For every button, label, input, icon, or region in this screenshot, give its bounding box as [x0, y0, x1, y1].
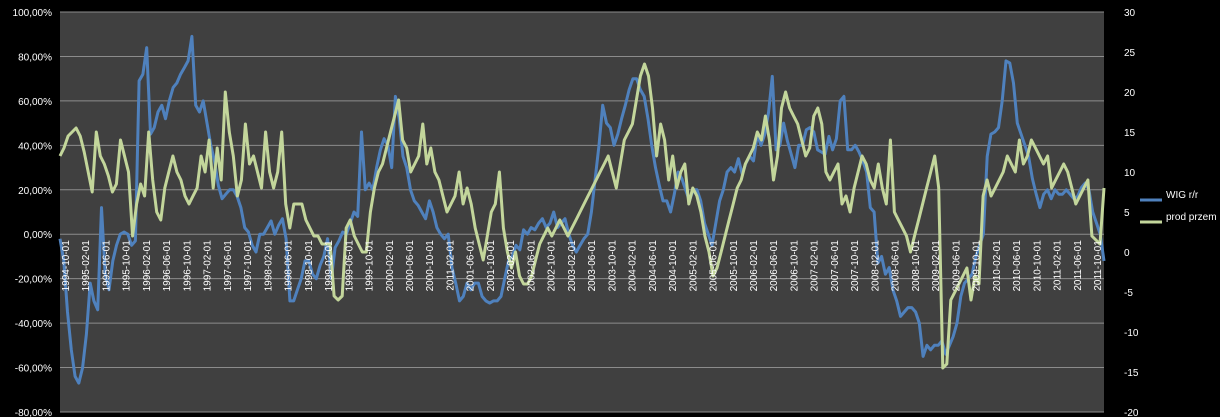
x-tick-label: 2010-10-01 [1032, 240, 1043, 292]
x-tick-label: 1995-06-01 [101, 240, 112, 292]
y-left-tick-label: 80,00% [18, 52, 52, 63]
x-tick-label: 2007-02-01 [810, 240, 821, 292]
x-tick-label: 2001-10-01 [486, 240, 497, 292]
y-right-tick-label: -10 [1124, 328, 1139, 339]
y-left-tick-label: -80,00% [15, 408, 52, 417]
x-tick-label: 2000-02-01 [385, 240, 396, 292]
y-left-tick-label: -20,00% [15, 275, 52, 286]
legend-label: WIG r/r [1166, 190, 1199, 201]
x-tick-label: 2002-02-01 [506, 240, 517, 292]
y-left-tick-label: 20,00% [18, 186, 52, 197]
x-tick-label: 1997-02-01 [203, 240, 214, 292]
x-tick-label: 2010-06-01 [1012, 240, 1023, 292]
series-layer [58, 34, 1106, 385]
x-tick-label: 2008-02-01 [870, 240, 881, 292]
y-left-tick-label: 60,00% [18, 97, 52, 108]
x-tick-label: 2005-06-01 [709, 240, 720, 292]
x-tick-label: 1995-10-01 [122, 240, 133, 292]
legend: WIG r/r prod przem [1140, 190, 1217, 224]
x-tick-label: 2005-10-01 [729, 240, 740, 292]
y-right-tick-label: 20 [1124, 88, 1136, 99]
x-tick-label: 2011-02-01 [1053, 240, 1064, 291]
y-left-tick-label: -60,00% [15, 364, 52, 375]
x-tick-label: 2007-06-01 [830, 240, 841, 292]
plot-area [60, 12, 1104, 412]
x-tick-label: 2004-02-01 [628, 240, 639, 292]
x-tick-label: 1998-06-01 [284, 240, 295, 292]
y-left-tick-label: 100,00% [13, 8, 53, 19]
x-tick-label: 2000-10-01 [425, 240, 436, 292]
x-tick-label: 2004-06-01 [648, 240, 659, 292]
x-tick-label: 2011-06-01 [1073, 240, 1084, 291]
series-line-prod [58, 62, 1106, 370]
x-tick-label: 2006-02-01 [749, 240, 760, 292]
x-tick-label: 2005-02-01 [688, 240, 699, 292]
x-tick-label: 2009-02-01 [931, 240, 942, 292]
x-tick-label: 2011-02-01 [445, 240, 456, 291]
x-tick-label: 2003-06-01 [587, 240, 598, 292]
x-tick-label: 1999-10-01 [365, 240, 376, 292]
x-axis: 1994-10-01 1995-02-01 1995-06-01 1995-10-01… [61, 240, 1104, 292]
x-tick-label: 2011-10-01 [1093, 240, 1104, 291]
x-tick-label: 2008-10-01 [911, 240, 922, 292]
x-tick-label: 2002-06-01 [526, 240, 537, 292]
y-right-tick-label: 5 [1124, 208, 1130, 219]
x-tick-label: 1997-06-01 [223, 240, 234, 292]
x-tick-label: 1995-02-01 [81, 240, 92, 292]
x-tick-label: 2010-02-01 [992, 240, 1003, 292]
x-tick-label: 2009-06-01 [951, 240, 962, 292]
x-tick-label: 2000-06-01 [405, 240, 416, 292]
x-tick-label: 1998-10-01 [304, 240, 315, 292]
x-tick-label: 2008-06-01 [891, 240, 902, 292]
x-tick-label: 2002-10-01 [547, 240, 558, 292]
x-tick-label: 2009-10-01 [972, 240, 983, 292]
x-tick-label: 1994-10-01 [61, 240, 72, 292]
y-right-tick-label: 30 [1124, 8, 1136, 19]
x-tick-label: 2001-06-01 [466, 240, 477, 292]
x-tick-label: 2007-10-01 [850, 240, 861, 292]
y-right-tick-label: -15 [1124, 368, 1139, 379]
x-tick-label: 2006-10-01 [789, 240, 800, 292]
y-right-tick-label: 0 [1124, 248, 1130, 259]
y-axis-left: -80,00% -60,00% -40,00% -20,00% 0,00% 20,00% 4… [13, 8, 53, 417]
x-tick-label: 1996-10-01 [182, 240, 193, 292]
y-right-tick-label: -5 [1124, 288, 1133, 299]
x-tick-label: 1996-06-01 [162, 240, 173, 292]
x-tick-label: 1998-02-01 [263, 240, 274, 292]
y-left-tick-label: 0,00% [24, 230, 52, 241]
x-tick-label: 2006-06-01 [769, 240, 780, 292]
y-right-tick-label: 15 [1124, 128, 1136, 139]
y-right-tick-label: 25 [1124, 48, 1136, 59]
y-right-tick-label: -20 [1124, 408, 1139, 417]
series-line-wig [58, 34, 1106, 385]
x-tick-label: 1996-02-01 [142, 240, 153, 292]
y-axis-right: -20 -15 -10 -5 0 5 10 15 20 25 30 [1124, 8, 1139, 417]
legend-label: prod przem [1166, 212, 1217, 223]
y-right-tick-label: 10 [1124, 168, 1136, 179]
x-tick-label: 1999-02-01 [324, 240, 335, 292]
x-tick-label: 2003-10-01 [607, 240, 618, 292]
x-tick-label: 1999-06-01 [344, 240, 355, 292]
y-left-tick-label: -40,00% [15, 319, 52, 330]
x-tick-label: 1997-10-01 [243, 240, 254, 292]
x-tick-label: 2003-02-01 [567, 240, 578, 292]
x-tick-label: 2004-10-01 [668, 240, 679, 292]
y-left-tick-label: 40,00% [18, 141, 52, 152]
